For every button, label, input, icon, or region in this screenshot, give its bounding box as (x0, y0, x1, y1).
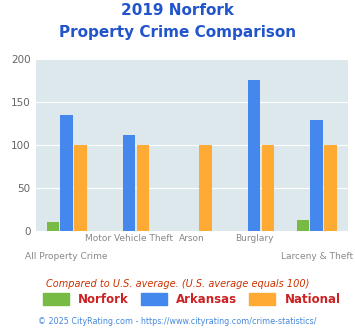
Bar (47, 222, 59, 231)
Bar (74, 145, 87, 231)
Bar (310, 120, 323, 231)
Bar (324, 145, 337, 231)
Text: Arson: Arson (179, 234, 204, 243)
Legend: Norfork, Arkansas, National: Norfork, Arkansas, National (38, 288, 345, 311)
Text: © 2025 CityRating.com - https://www.cityrating.com/crime-statistics/: © 2025 CityRating.com - https://www.city… (38, 317, 317, 326)
Text: Compared to U.S. average. (U.S. average equals 100): Compared to U.S. average. (U.S. average … (46, 279, 309, 289)
Text: Larceny & Theft: Larceny & Theft (280, 252, 353, 261)
Bar (199, 145, 212, 231)
Bar (262, 145, 274, 231)
Bar (123, 135, 136, 231)
Text: Property Crime Comparison: Property Crime Comparison (59, 25, 296, 40)
Bar (297, 220, 309, 231)
Bar (60, 115, 73, 231)
Text: 2019 Norfork: 2019 Norfork (121, 3, 234, 18)
Bar (248, 80, 261, 231)
Text: All Property Crime: All Property Crime (26, 252, 108, 261)
Text: Motor Vehicle Theft: Motor Vehicle Theft (85, 234, 173, 243)
Text: Burglary: Burglary (235, 234, 273, 243)
Bar (137, 145, 149, 231)
